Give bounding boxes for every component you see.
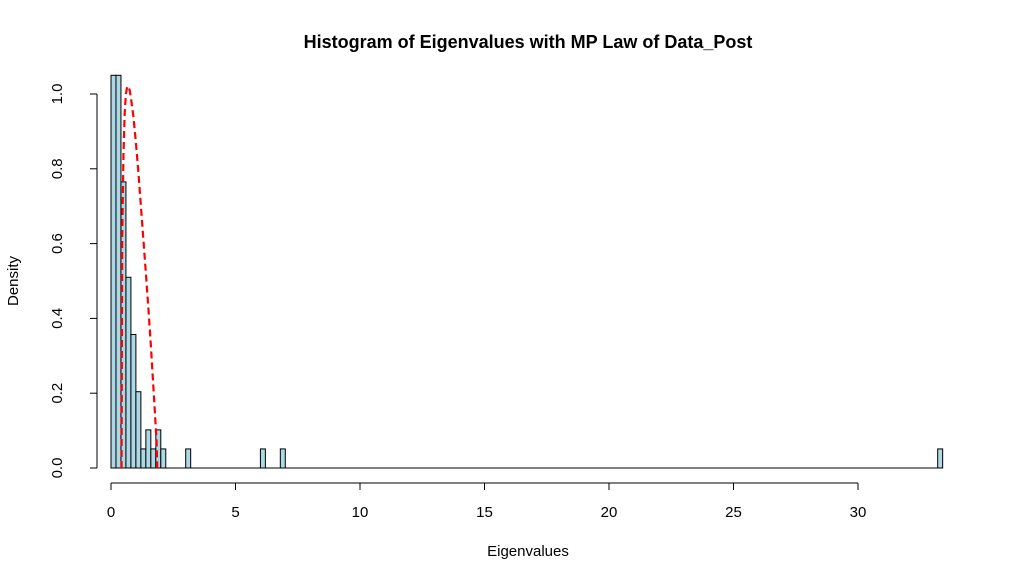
histogram-bar [279, 448, 286, 469]
y-axis-label: Density [5, 255, 22, 306]
x-axis: 0 5 10 15 20 25 30 [107, 482, 867, 521]
x-axis-label: Eigenvalues [487, 543, 569, 560]
chart-title: Histogram of Eigenvalues with MP Law of … [304, 32, 753, 52]
histogram-bar [110, 74, 117, 469]
x-tick-label: 10 [352, 504, 369, 521]
x-tick-label: 30 [850, 504, 867, 521]
x-tick-label: 5 [231, 504, 239, 521]
histogram-bar [150, 448, 157, 469]
histogram-bar [135, 391, 142, 469]
y-tick-label: 0.0 [49, 458, 66, 479]
histogram-bar [130, 333, 137, 469]
histogram-bar [185, 448, 192, 469]
y-tick-label: 0.8 [49, 158, 66, 179]
histogram-bar [115, 74, 122, 469]
y-tick-label: 0.2 [49, 383, 66, 404]
y-axis: 0.0 0.2 0.4 0.6 0.8 1.0 [49, 84, 98, 479]
y-tick-label: 0.4 [49, 308, 66, 329]
histogram-bar [140, 448, 147, 469]
histogram-bar [259, 448, 266, 469]
histogram-bar [160, 448, 167, 469]
histogram-bars [110, 74, 944, 469]
x-tick-label: 25 [725, 504, 742, 521]
x-tick-label: 0 [107, 504, 115, 521]
x-tick-label: 20 [601, 504, 618, 521]
y-tick-label: 1.0 [49, 84, 66, 105]
x-tick-label: 15 [476, 504, 493, 521]
histogram-bar [145, 429, 152, 469]
histogram-bar [937, 448, 944, 469]
y-tick-label: 0.6 [49, 233, 66, 254]
histogram-bar [125, 276, 132, 469]
